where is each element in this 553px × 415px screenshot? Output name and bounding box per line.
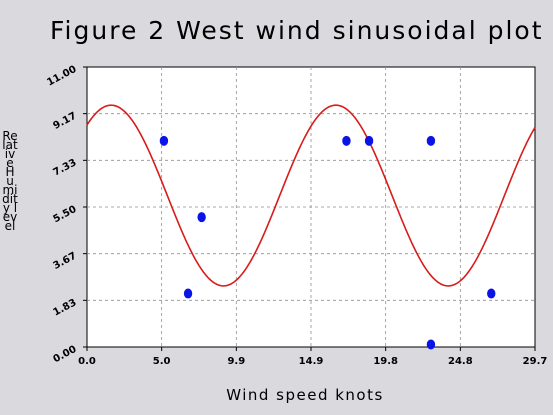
x-tick-label: 19.8 (373, 356, 398, 367)
y-tick-label: 0.00 (51, 344, 78, 365)
y-axis-label: Relative Humidity level (2, 129, 18, 233)
y-tick-label: 1.83 (51, 297, 78, 318)
data-point (159, 135, 169, 146)
y-ticks: 0.00 1.83 3.67 5.50 7.33 9.17 11.00 (45, 64, 87, 365)
data-point (342, 135, 351, 146)
y-tick-label: 7.33 (51, 157, 78, 178)
x-tick-label: 0.0 (78, 356, 96, 367)
data-point (426, 339, 436, 350)
x-tick-label: 5.0 (153, 356, 171, 367)
x-tick-label: 24.8 (448, 356, 473, 367)
data-point (197, 212, 206, 223)
data-point (426, 135, 436, 146)
data-points (159, 135, 496, 350)
chart-title: Figure 2 West wind sinusoidal plot (50, 16, 544, 45)
x-tick-label: 9.9 (227, 356, 245, 367)
y-tick-label: 5.50 (51, 204, 78, 225)
x-tick-label: 14.9 (299, 356, 324, 367)
data-point (364, 135, 374, 146)
fit-curve-line (86, 104, 536, 287)
y-tick-label: 11.00 (45, 64, 78, 89)
x-ticks: 0.0 5.0 9.9 14.9 19.8 24.8 29.7 (78, 347, 547, 367)
y-tick-label: 3.67 (51, 251, 78, 272)
x-axis-label: Wind speed knots (226, 386, 384, 404)
x-tick-label: 29.7 (523, 356, 548, 367)
grid-lines (87, 67, 535, 347)
data-point (183, 288, 193, 299)
y-tick-label: 9.17 (51, 111, 78, 132)
data-point (487, 288, 496, 299)
